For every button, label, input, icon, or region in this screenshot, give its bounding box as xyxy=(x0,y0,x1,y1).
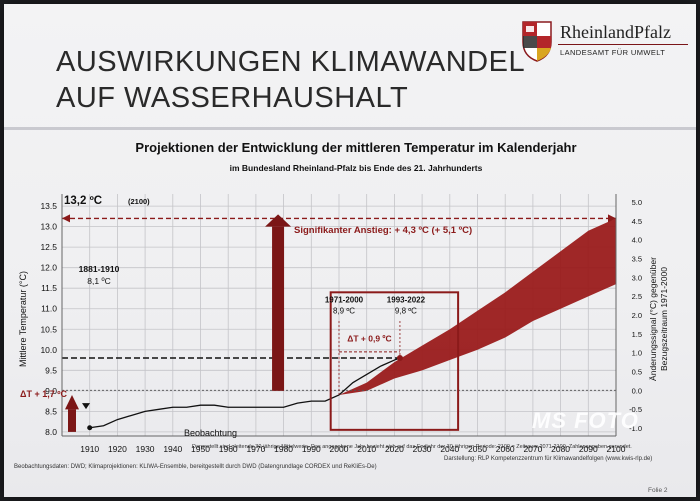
y-tick-label: 12.0 xyxy=(40,263,57,273)
slide: AUSWIRKUNGEN KLIMAWANDEL AUF WASSERHAUSH… xyxy=(4,4,696,497)
projection-band-area xyxy=(339,218,616,395)
temperature-chart: Projektionen der Entwicklung der mittler… xyxy=(18,140,669,454)
coat-of-arms-icon xyxy=(522,21,552,62)
logo-subtitle: LANDESAMT FÜR UMWELT xyxy=(560,48,666,57)
point-1881-1910 xyxy=(87,425,93,431)
x-tick-label: 1990 xyxy=(302,444,321,454)
top-value-label: 13,2 ºC xyxy=(64,195,102,207)
y2-axis-label-1: Änderungssignal (°C) gegenüber xyxy=(648,257,658,381)
p1-value: 8,1 ºC xyxy=(87,276,110,286)
axes: 1910 1920 1930 1940 1950 1960 1970 1980 1990 2000… xyxy=(18,194,669,454)
y-tick-label: 9.5 xyxy=(45,365,57,375)
slide-title-line-2: AUF WASSERHAUSHALT xyxy=(56,82,409,114)
rlp-logo: RheinlandPfalz LANDESAMT FÜR UMWELT xyxy=(520,18,690,66)
watermark: MS FOTO xyxy=(532,408,639,433)
x-tick-label: 2050 xyxy=(468,444,487,454)
arrow-right-icon xyxy=(608,214,616,223)
logo-divider xyxy=(558,44,688,45)
x-tick-label: 1980 xyxy=(274,444,293,454)
y2-tick-label: -1.0 xyxy=(629,424,642,433)
x-tick-label: 1920 xyxy=(108,444,127,454)
recent-period-box xyxy=(329,291,460,431)
p3-value: 9,8 ºC xyxy=(395,307,417,316)
y-tick-label: 9.0 xyxy=(45,386,57,396)
x-tick-label: 2090 xyxy=(579,444,598,454)
projection-band xyxy=(339,218,616,395)
x-tick-label: 2080 xyxy=(551,444,570,454)
y2-tick-label: 0.5 xyxy=(632,368,642,377)
x-tick-label: 1960 xyxy=(219,444,238,454)
p2-value: 8,9 ºC xyxy=(333,307,355,316)
p3-label: 1993-2022 xyxy=(387,296,426,305)
y-tick-label: 8.0 xyxy=(45,427,57,437)
y-axis-label: Mittlere Temperatur (°C) xyxy=(18,271,28,367)
slide-number: Folie 2 xyxy=(648,487,668,494)
title-divider xyxy=(4,127,696,130)
y-tick-label: 8.5 xyxy=(45,406,57,416)
chart-title: Projektionen der Entwicklung der mittler… xyxy=(135,140,576,155)
y-tick-label: 10.0 xyxy=(40,345,57,355)
y2-tick-label: 2.0 xyxy=(632,311,642,320)
rise-arrow-icon xyxy=(265,214,292,227)
x-tick-label: 1970 xyxy=(246,444,265,454)
y2-tick-label: -0.5 xyxy=(629,405,642,414)
x-tick-label: 1910 xyxy=(80,444,99,454)
x-tick-label: 2100 xyxy=(607,444,626,454)
observation-label: Beobachtung xyxy=(184,428,237,438)
y-tick-label: 13.5 xyxy=(40,201,57,211)
y-tick-label: 11.0 xyxy=(41,304,57,314)
observation-series xyxy=(87,355,403,431)
x-tick-label: 1930 xyxy=(136,444,155,454)
y-tick-label: 10.5 xyxy=(40,324,57,334)
arrow-left-icon xyxy=(62,214,70,223)
slide-title: AUSWIRKUNGEN KLIMAWANDEL AUF WASSERHAUSH… xyxy=(56,44,525,116)
y2-axis-label-2: Bezugszeitraum 1971-2000 xyxy=(659,267,669,371)
x-tick-label: 2070 xyxy=(523,444,542,454)
y2-tick-label: 3.5 xyxy=(632,255,642,264)
footnote: Dargestellt sind gleitende 30-jährige Mi… xyxy=(192,444,632,450)
y-tick-label: 12.5 xyxy=(40,242,57,252)
p2-label: 1971-2000 xyxy=(325,296,364,305)
x-tick-label: 2010 xyxy=(357,444,376,454)
delta-arrow-icon xyxy=(65,394,79,410)
annotations: 13,2 ºC (2100) Signifikanter Anstieg: + 4,… xyxy=(20,195,472,438)
slide-title-line-1: AUSWIRKUNGEN KLIMAWANDEL xyxy=(56,46,526,78)
y-tick-label: 13.0 xyxy=(40,222,57,232)
x-tick-label: 1940 xyxy=(163,444,182,454)
footer-presented: Darstellung: RLP Kompetenzzentrum für Kl… xyxy=(444,456,653,462)
y-tick-label: 11.5 xyxy=(41,283,57,293)
y2-tick-label: 3.0 xyxy=(632,273,642,282)
observation-line xyxy=(89,357,401,429)
y2-tick-label: 1.5 xyxy=(632,330,642,339)
chart-subtitle: im Bundesland Rheinland-Pfalz bis Ende d… xyxy=(230,163,483,173)
logo-wordmark: RheinlandPfalz xyxy=(560,22,671,42)
y2-tick-label: 0.0 xyxy=(632,386,642,395)
y2-tick-label: 4.0 xyxy=(632,236,642,245)
x-tick-label: 2020 xyxy=(385,444,404,454)
top-value-year: (2100) xyxy=(128,197,150,206)
x-tick-label: 2040 xyxy=(440,444,459,454)
delta-arrow-shaft xyxy=(68,409,76,432)
x-tick-label: 1950 xyxy=(191,444,210,454)
y2-tick-label: 2.5 xyxy=(632,292,642,301)
y2-tick-label: 4.5 xyxy=(632,217,642,226)
x-tick-label: 2000 xyxy=(330,444,349,454)
rise-label: Signifikanter Anstieg: + 4,3 ºC (+ 5,1 º… xyxy=(294,225,472,236)
pointer-down-icon xyxy=(82,403,90,410)
rise-arrow-shaft xyxy=(272,226,285,391)
y2-tick-label: 5.0 xyxy=(632,198,642,207)
footer-source: Beobachtungsdaten: DWD; Klimaprojektione… xyxy=(14,464,377,470)
p1-label: 1881-1910 xyxy=(79,264,120,274)
y2-tick-label: 1.0 xyxy=(632,349,642,358)
x-tick-label: 2030 xyxy=(413,444,432,454)
x-tick-label: 2060 xyxy=(496,444,515,454)
delta-recent-label: ΔT + 0,9 ºC xyxy=(347,334,391,344)
delta-total-label: ΔT + 1,7 ºC xyxy=(20,389,68,399)
